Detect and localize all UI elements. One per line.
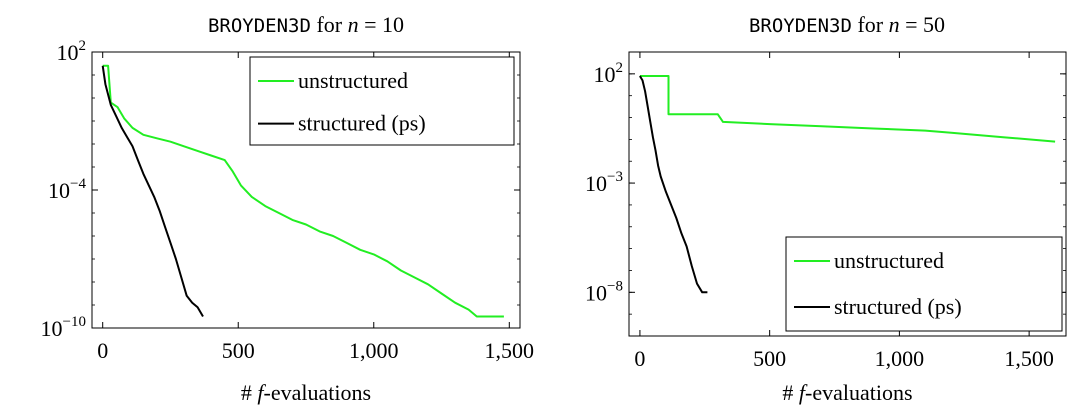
chart-title: BROYDEN3D for n = 10 (208, 12, 404, 37)
x-tick-label: 0 (97, 338, 108, 363)
y-tick-label: 10−4 (48, 176, 86, 203)
x-tick-label: 1,000 (875, 346, 925, 371)
chart-panel-1: BROYDEN3D for n = 10 0 500 1,000 1,500 102 10−… (41, 12, 535, 405)
legend-label: unstructured (834, 248, 944, 273)
y-tick-label: 10−8 (585, 278, 623, 305)
series-line-structured-ps (639, 75, 708, 294)
x-tick-label: 0 (634, 346, 645, 371)
series-line-structured-ps (101, 65, 204, 318)
plot-frame (628, 51, 1067, 337)
x-tick-label: 500 (222, 338, 255, 363)
chart-title-mid: for (311, 12, 348, 37)
chart-title: BROYDEN3D for n = 50 (749, 12, 945, 37)
x-axis-label: # f-evaluations (241, 380, 371, 405)
x-tick-label: 1,500 (485, 338, 535, 363)
chart-title-var: n (348, 12, 359, 37)
x-tick-label: 1,000 (349, 338, 399, 363)
chart-panel-2: BROYDEN3D for n = 50 0 500 1,000 1,500 102 10−… (585, 12, 1067, 405)
legend: unstructured structured (ps) (785, 236, 1063, 332)
y-tick-label: 102 (594, 60, 624, 87)
chart-title-name: BROYDEN3D (208, 15, 311, 37)
legend: unstructured structured (ps) (249, 56, 515, 146)
legend-label: structured (ps) (834, 294, 962, 319)
x-tick-label: 1,500 (1004, 346, 1054, 371)
chart-title-name: BROYDEN3D (749, 15, 852, 37)
x-tick-label: 500 (753, 346, 786, 371)
y-tick-label: 10−3 (585, 169, 623, 196)
chart-title-var: n (889, 12, 900, 37)
legend-label: unstructured (298, 68, 408, 93)
chart-title-mid: for (852, 12, 889, 37)
y-tick-label: 10−10 (41, 314, 86, 341)
legend-label: structured (ps) (298, 111, 426, 136)
legend-box (249, 56, 515, 146)
series-line-unstructured (102, 64, 504, 318)
y-tick-label: 102 (57, 38, 87, 65)
legend-box (785, 236, 1063, 332)
series-line-unstructured (639, 75, 1056, 143)
x-axis-label: # f-evaluations (782, 380, 912, 405)
chart-title-value: = 10 (359, 12, 404, 37)
chart-title-value: = 50 (900, 12, 945, 37)
